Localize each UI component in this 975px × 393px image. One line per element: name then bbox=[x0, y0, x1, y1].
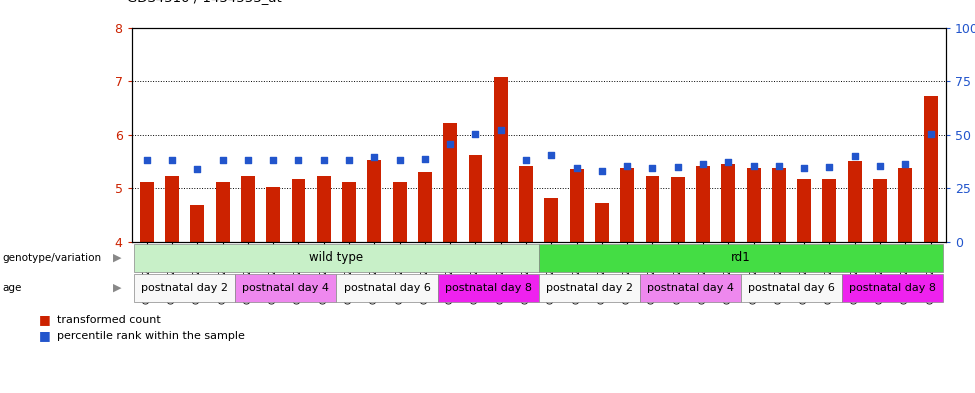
Bar bbox=[823, 178, 837, 242]
Bar bbox=[519, 166, 533, 242]
Bar bbox=[544, 198, 559, 242]
Text: postnatal day 6: postnatal day 6 bbox=[748, 283, 835, 293]
Bar bbox=[190, 205, 205, 242]
Point bbox=[644, 165, 660, 171]
Text: wild type: wild type bbox=[309, 251, 364, 264]
Point bbox=[392, 157, 408, 163]
Text: rd1: rd1 bbox=[731, 251, 751, 264]
Point bbox=[619, 163, 635, 169]
Point bbox=[847, 153, 863, 159]
Point bbox=[164, 157, 179, 163]
Point bbox=[822, 163, 838, 170]
Bar bbox=[317, 176, 331, 242]
Point bbox=[139, 157, 155, 163]
Text: postnatal day 2: postnatal day 2 bbox=[546, 283, 633, 293]
Text: ▶: ▶ bbox=[113, 283, 122, 293]
Bar bbox=[696, 166, 710, 242]
Bar bbox=[595, 203, 608, 242]
Bar bbox=[444, 123, 457, 242]
Bar bbox=[848, 162, 862, 242]
Text: postnatal day 6: postnatal day 6 bbox=[343, 283, 430, 293]
Point bbox=[797, 165, 812, 171]
Bar bbox=[671, 177, 684, 242]
Point bbox=[291, 157, 306, 163]
Bar bbox=[292, 178, 305, 242]
Point bbox=[721, 159, 736, 165]
Text: postnatal day 2: postnatal day 2 bbox=[141, 283, 228, 293]
Point bbox=[695, 161, 711, 167]
Text: age: age bbox=[2, 283, 21, 293]
Bar bbox=[620, 168, 634, 242]
Bar bbox=[342, 182, 356, 242]
Text: transformed count: transformed count bbox=[57, 315, 160, 325]
Text: percentile rank within the sample: percentile rank within the sample bbox=[57, 331, 245, 341]
Text: ▶: ▶ bbox=[113, 253, 122, 263]
Point bbox=[922, 130, 938, 137]
Bar bbox=[798, 178, 811, 242]
Point bbox=[873, 163, 888, 169]
Point bbox=[493, 127, 509, 134]
Point bbox=[468, 130, 484, 137]
Bar bbox=[418, 172, 432, 242]
Bar bbox=[215, 182, 229, 242]
Point bbox=[543, 152, 559, 158]
Point bbox=[670, 163, 685, 170]
Point bbox=[771, 163, 787, 169]
Bar bbox=[493, 77, 508, 242]
Point bbox=[189, 166, 205, 173]
Point bbox=[367, 154, 382, 160]
Point bbox=[594, 168, 609, 174]
Bar bbox=[266, 187, 280, 242]
Bar bbox=[923, 96, 938, 242]
Bar bbox=[241, 176, 254, 242]
Text: GDS4510 / 1434553_at: GDS4510 / 1434553_at bbox=[127, 0, 282, 4]
Point bbox=[568, 165, 584, 171]
Point bbox=[898, 161, 914, 167]
Point bbox=[746, 163, 761, 169]
Point bbox=[240, 157, 255, 163]
Point bbox=[519, 157, 534, 163]
Bar bbox=[469, 155, 483, 242]
Bar bbox=[645, 176, 659, 242]
Bar bbox=[393, 182, 407, 242]
Bar bbox=[165, 176, 179, 242]
Text: ■: ■ bbox=[39, 329, 51, 342]
Text: postnatal day 4: postnatal day 4 bbox=[646, 283, 734, 293]
Text: postnatal day 8: postnatal day 8 bbox=[445, 283, 531, 293]
Bar bbox=[747, 168, 760, 242]
Text: ■: ■ bbox=[39, 313, 51, 327]
Bar bbox=[772, 168, 786, 242]
Bar bbox=[898, 168, 913, 242]
Point bbox=[417, 156, 433, 162]
Point bbox=[341, 157, 357, 163]
Text: postnatal day 4: postnatal day 4 bbox=[243, 283, 330, 293]
Text: postnatal day 8: postnatal day 8 bbox=[849, 283, 936, 293]
Text: genotype/variation: genotype/variation bbox=[2, 253, 101, 263]
Point bbox=[214, 157, 230, 163]
Bar bbox=[722, 164, 735, 242]
Point bbox=[316, 157, 332, 163]
Bar bbox=[569, 169, 584, 242]
Bar bbox=[368, 160, 381, 242]
Point bbox=[265, 157, 281, 163]
Bar bbox=[873, 178, 887, 242]
Point bbox=[443, 141, 458, 147]
Bar bbox=[139, 182, 154, 242]
